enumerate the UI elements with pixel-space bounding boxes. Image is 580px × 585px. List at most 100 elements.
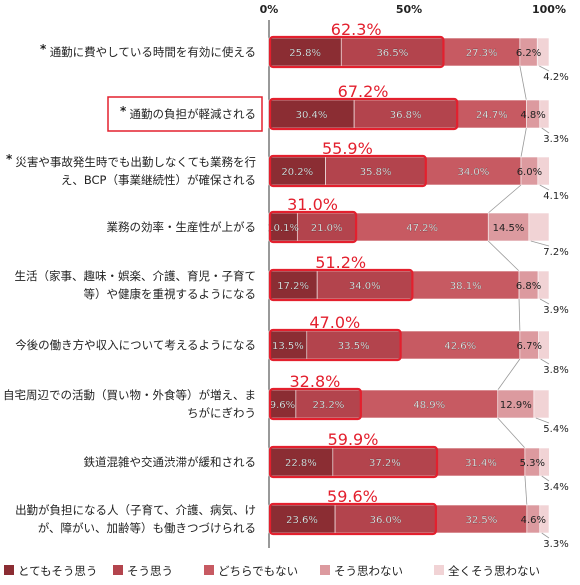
bar-segment [268,270,318,300]
data-label: 3.8% [543,365,568,376]
category-label: ちがにぎわう [187,406,256,420]
data-label: 35.8% [360,167,392,178]
data-label: 6.8% [516,281,541,292]
data-label: 36.0% [370,515,402,526]
legend-label: どちらでもない [218,564,298,578]
agree-outline [268,154,427,188]
bar-segment [528,212,550,242]
bar-segment [296,212,357,242]
category-label: 自宅周辺での活動（買い物・外食等）が増え、ま [3,388,256,402]
agree-outline [268,268,414,302]
data-label: 23.2% [312,400,344,411]
bar-segment [400,330,521,360]
bar-segment [487,212,530,242]
data-label: 38.1% [450,281,482,292]
data-label: 22.8% [285,458,317,469]
data-label: 5.4% [543,424,568,435]
asterisk-marker: * [6,152,13,166]
agree-total-label: 59.6% [327,487,378,506]
data-label: 6.0% [517,167,542,178]
data-label: 27.3% [466,48,498,59]
bar-segment [316,270,413,300]
agree-total-label: 47.0% [309,313,360,332]
data-label: 37.2% [369,458,401,469]
connector-line [497,417,526,449]
leader-line [540,358,550,365]
data-label: 36.5% [376,48,408,59]
x-tick-label: 100% [532,3,566,16]
bar-segment [340,37,444,67]
category-label: え、BCP（事業継続性）が確保される [61,173,256,187]
legend-label: そう思わない [334,564,403,578]
bar-segment [539,99,550,129]
data-label: 33.5% [338,341,370,352]
asterisk-marker: * [120,104,127,118]
data-label: 10.1% [267,223,299,234]
category-label: 災害や事故発生時でも出勤しなくても業務を行 [15,155,256,169]
connector-line [520,127,527,158]
category-label: 出勤が負担になる人（子育て、介護、病気、け [15,503,256,517]
data-label: 7.2% [543,247,568,258]
category-label: が、障がい、加齢等）も働きつづけられる [38,521,256,535]
data-label: 34.0% [458,167,490,178]
bar-segment [360,389,499,419]
data-label: 9.6% [270,400,295,411]
data-label: 30.4% [296,110,328,121]
bar-segment [295,389,362,419]
bar-segment [539,504,550,534]
bar-segment [353,99,458,129]
category-label: 今後の働き方や収入について考えるようになる [15,338,256,352]
bar-segment [443,37,521,67]
data-label: 4.6% [521,515,546,526]
legend-label: そう思う [127,564,173,578]
data-label: 34.0% [349,281,381,292]
agree-total-label: 31.0% [287,195,338,214]
legend-label: 全くそう思わない [448,564,540,578]
agree-outline [268,328,402,362]
data-label: 14.5% [493,223,525,234]
bar-segment [533,389,550,419]
data-label: 24.7% [476,110,508,121]
bar-segment [536,37,550,67]
data-label: 6.2% [516,48,541,59]
legend-swatch [4,565,14,575]
data-label: 4.1% [543,191,568,202]
x-tick-label: 50% [396,3,422,16]
bar-segment [425,156,522,186]
leader-line [539,65,550,72]
agree-total-label: 32.8% [290,372,341,391]
data-label: 12.9% [500,400,532,411]
leader-line [530,240,550,247]
data-label: 4.8% [520,110,545,121]
agree-total-label: 51.2% [315,253,366,272]
agree-total-label: 59.9% [328,430,379,449]
bar-segment [306,330,401,360]
bar-segment [332,447,438,477]
data-label: 4.2% [543,72,568,83]
leader-line [541,127,550,134]
legend-swatch [320,565,330,575]
data-label: 36.8% [390,110,422,121]
agree-outline [268,445,439,479]
connector-line [497,358,521,391]
connector-line [524,475,528,506]
connector-line [487,240,520,272]
category-label: 鉄道混雑や交通渋滞が緩和される [84,455,257,469]
bar-segment [268,156,326,186]
data-label: 42.6% [444,341,476,352]
category-label: 業務の効率・生産性が上がる [107,220,257,234]
connector-line [519,65,527,101]
bar-segment [435,504,528,534]
bar-segment [355,212,489,242]
bar-segment [537,270,550,300]
bar-segment [539,447,550,477]
connector-line [487,184,522,214]
data-label: 13.5% [272,341,304,352]
data-label: 48.9% [413,400,445,411]
agree-outline [268,502,437,536]
category-label: 生活（家事、趣味・娯楽、介護、育児・子育て [15,269,257,283]
agree-total-label: 62.3% [331,20,382,39]
leader-line [541,532,550,539]
leader-line [541,475,550,482]
agree-outline [268,35,445,69]
